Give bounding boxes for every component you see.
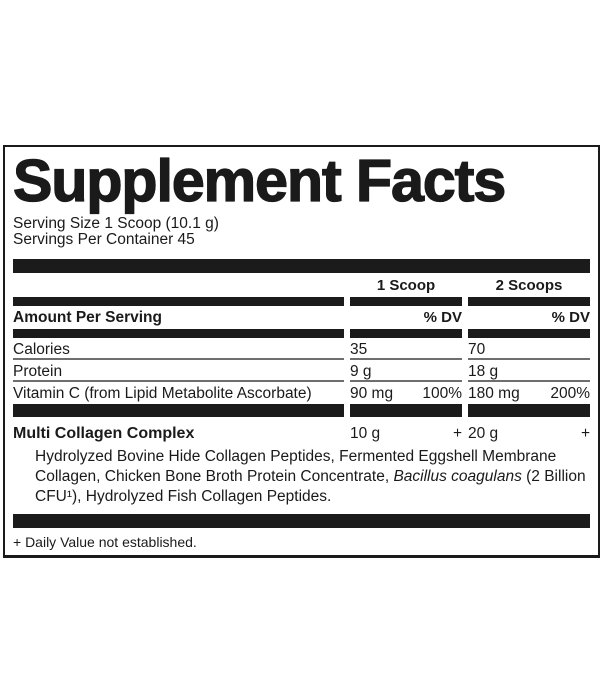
bar-segment [350, 404, 462, 418]
value-cell-2-scoops: 180 mg 200% [468, 382, 590, 402]
column-header-1-scoop: 1 Scoop [376, 277, 436, 295]
panel-title: Supplement Facts [12, 148, 506, 214]
dv-value: + [452, 425, 462, 443]
nutrient-name: Protein [13, 360, 344, 383]
row-vitamin-c: Vitamin C (from Lipid Metabolite Ascorba… [13, 382, 590, 402]
daily-value-footnote: + Daily Value not established. [13, 534, 197, 551]
value-cell-1-scoop: 35 [350, 338, 462, 361]
bar-segment [350, 329, 462, 339]
description-text: Hydrolyzed Bovine Hide Collagen Peptides… [35, 448, 557, 486]
serving-size: Serving Size 1 Scoop (10.1 g) [13, 215, 219, 233]
value-cell-2-scoops: 20 g + [468, 422, 590, 442]
row-calories: Calories 35 70 [13, 338, 590, 361]
bar-segment [13, 404, 344, 418]
bar-segment [350, 297, 462, 307]
nutrient-name: Multi Collagen Complex [13, 425, 195, 443]
divider-bar-segmented-1 [13, 297, 590, 307]
bar-segment [468, 297, 590, 307]
row-protein: Protein 9 g 18 g [13, 360, 590, 383]
row-multi-collagen-complex: Multi Collagen Complex 10 g + 20 g + [13, 422, 590, 442]
amount-value: 9 g [350, 363, 372, 381]
divider-bar-segmented-2 [13, 329, 590, 339]
dv-value: 200% [550, 385, 590, 403]
percent-dv-header-2: % DV [551, 309, 590, 327]
amount-value: 18 g [468, 363, 499, 381]
bar-segment [468, 404, 590, 418]
bar-segment [468, 329, 590, 339]
amount-per-serving-label: Amount Per Serving [13, 309, 162, 327]
divider-bar-segmented-3 [13, 404, 590, 418]
value-cell-2-scoops: 18 g [468, 360, 590, 383]
bar-segment [13, 297, 344, 307]
scoop-header-row: 1 Scoop 2 Scoops [13, 277, 590, 294]
nutrient-name: Vitamin C (from Lipid Metabolite Ascorba… [13, 385, 312, 403]
description-text: (2 Billion CFU¹), Hydrolyzed Fish Collag… [35, 468, 586, 506]
column-header-2-scoops: 2 Scoops [495, 277, 563, 295]
divider-bar-top [13, 259, 590, 274]
percent-dv-header-1: % DV [423, 309, 462, 327]
dv-value: 100% [422, 385, 462, 403]
amount-value: 180 mg [468, 385, 520, 403]
amount-per-serving-row: Amount Per Serving % DV % DV [13, 309, 590, 326]
divider-bar-bottom [13, 514, 590, 529]
value-cell-1-scoop: 9 g [350, 360, 462, 383]
amount-value: 10 g [350, 425, 381, 443]
servings-per-container: Servings Per Container 45 [13, 231, 195, 249]
amount-value: 35 [350, 341, 368, 359]
bar-segment [13, 329, 344, 339]
value-cell-1-scoop: 90 mg 100% [350, 382, 462, 402]
value-cell-2-scoops: 70 [468, 338, 590, 361]
complex-ingredients-description: Hydrolyzed Bovine Hide Collagen Peptides… [13, 447, 590, 507]
description-text-italic: Bacillus coagulans [393, 468, 522, 486]
amount-value: 90 mg [350, 385, 394, 403]
dv-value: + [580, 425, 590, 443]
amount-value: 20 g [468, 425, 499, 443]
value-cell-1-scoop: 10 g + [350, 422, 462, 442]
amount-value: 70 [468, 341, 486, 359]
supplement-facts-panel: Supplement Facts Serving Size 1 Scoop (1… [3, 145, 600, 558]
serving-info: Serving Size 1 Scoop (10.1 g) Servings P… [13, 216, 590, 248]
nutrient-name: Calories [13, 338, 344, 361]
